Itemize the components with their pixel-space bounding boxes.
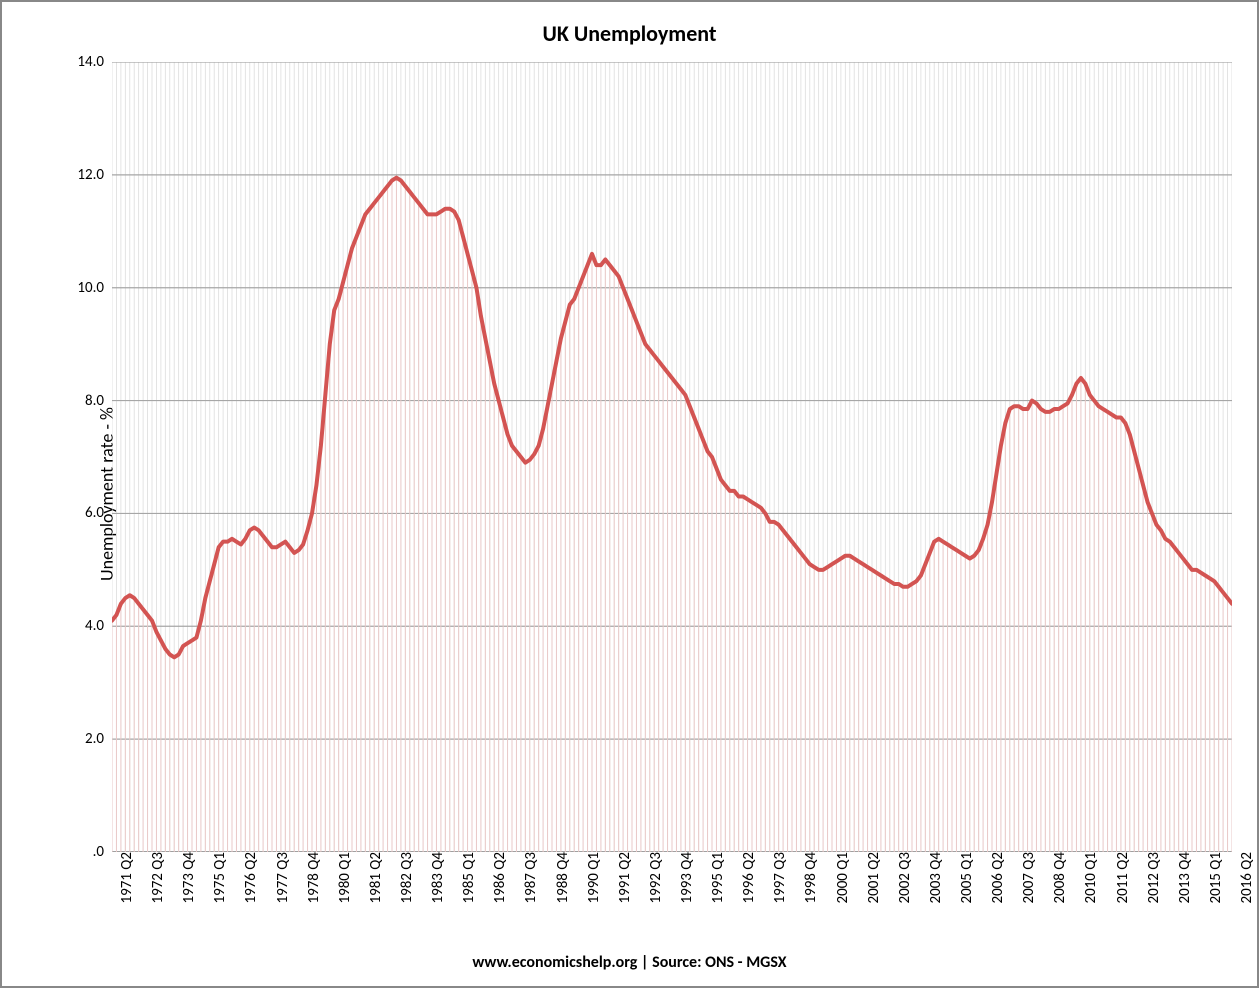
y-tick-label: 4.0 (85, 617, 112, 635)
plot-area: .02.04.06.08.010.012.014.01971 Q21972 Q3… (112, 62, 1232, 852)
x-tick-label: 1975 Q1 (205, 852, 229, 904)
x-tick-label: 2007 Q3 (1014, 852, 1038, 904)
y-tick-label: 12.0 (77, 166, 112, 184)
x-tick-label: 1996 Q2 (734, 852, 758, 904)
x-tick-label: 2012 Q3 (1139, 852, 1163, 904)
chart-frame: UK Unemployment Unemployment rate - % .0… (0, 0, 1259, 988)
chart-title: UK Unemployment (2, 20, 1257, 47)
x-tick-label: 1997 Q3 (765, 852, 789, 904)
x-tick-label: 2003 Q4 (921, 852, 945, 904)
x-tick-label: 1976 Q2 (236, 852, 260, 904)
x-tick-label: 1998 Q4 (796, 852, 820, 904)
x-tick-label: 1981 Q2 (361, 852, 385, 904)
x-tick-label: 1995 Q1 (703, 852, 727, 904)
source-caption: www.economicshelp.org | Source: ONS - MG… (2, 953, 1257, 972)
x-tick-label: 1980 Q1 (330, 852, 354, 904)
x-tick-label: 2006 Q2 (983, 852, 1007, 904)
x-tick-label: 1992 Q3 (641, 852, 665, 904)
y-tick-label: 14.0 (77, 53, 112, 71)
x-tick-label: 2010 Q1 (1076, 852, 1100, 904)
x-tick-label: 1990 Q1 (579, 852, 603, 904)
x-tick-label: 1983 Q4 (423, 852, 447, 904)
x-tick-label: 1978 Q4 (299, 852, 323, 904)
x-tick-label: 2013 Q4 (1170, 852, 1194, 904)
y-tick-label: .0 (93, 843, 112, 861)
x-tick-label: 1993 Q4 (672, 852, 696, 904)
x-tick-label: 2016 Q2 (1232, 852, 1256, 904)
y-tick-label: 6.0 (85, 504, 112, 522)
x-tick-label: 2001 Q2 (859, 852, 883, 904)
x-tick-label: 2008 Q4 (1045, 852, 1069, 904)
x-tick-label: 1985 Q1 (454, 852, 478, 904)
x-tick-label: 2015 Q1 (1201, 852, 1225, 904)
x-tick-label: 1973 Q4 (174, 852, 198, 904)
y-tick-label: 10.0 (77, 279, 112, 297)
x-tick-label: 1982 Q3 (392, 852, 416, 904)
y-tick-label: 2.0 (85, 730, 112, 748)
x-tick-label: 1986 Q2 (485, 852, 509, 904)
x-tick-label: 1972 Q3 (143, 852, 167, 904)
x-tick-label: 2000 Q1 (828, 852, 852, 904)
x-tick-label: 1987 Q3 (516, 852, 540, 904)
y-tick-label: 8.0 (85, 392, 112, 410)
chart-svg (112, 62, 1232, 852)
x-tick-label: 1971 Q2 (112, 852, 136, 904)
x-tick-label: 2011 Q2 (1108, 852, 1132, 904)
x-tick-label: 2002 Q3 (890, 852, 914, 904)
x-tick-label: 2005 Q1 (952, 852, 976, 904)
x-tick-label: 1977 Q3 (268, 852, 292, 904)
x-tick-label: 1991 Q2 (610, 852, 634, 904)
x-tick-label: 1988 Q4 (548, 852, 572, 904)
